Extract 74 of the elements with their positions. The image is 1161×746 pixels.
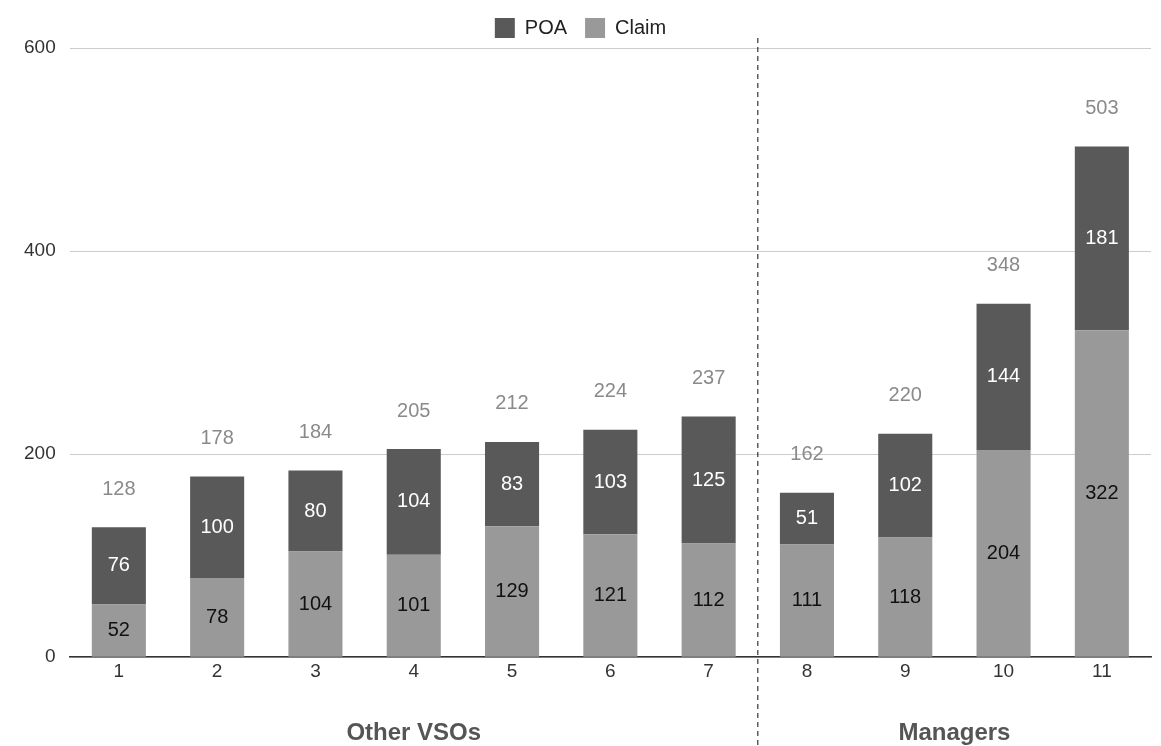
- x-tick-label: 1: [113, 659, 125, 681]
- data-label: 104: [298, 591, 333, 614]
- bar: [681, 416, 736, 544]
- total-label: 205: [397, 398, 431, 421]
- x-tick-label: 8: [801, 659, 813, 681]
- total-label: 184: [298, 419, 333, 442]
- y-tick-label: 200: [24, 442, 56, 464]
- total-label: 178: [200, 425, 234, 448]
- bar: [288, 551, 343, 657]
- bar: [288, 470, 343, 552]
- text: Managers: [898, 717, 1011, 745]
- bar: [485, 526, 540, 657]
- data-label: 112: [692, 587, 725, 610]
- bar: [583, 429, 638, 535]
- data-label: 51: [795, 506, 819, 529]
- bar: [1074, 330, 1129, 657]
- x-tick-label: 11: [1091, 659, 1112, 681]
- x-tick-label: 10: [992, 659, 1015, 681]
- legend-label: Claim: [615, 15, 667, 38]
- total-label: 128: [102, 476, 136, 499]
- total-label: 162: [790, 442, 824, 465]
- x-tick-label: 3: [310, 659, 321, 681]
- bar: [779, 544, 834, 657]
- data-label: 181: [1085, 225, 1119, 248]
- total-label: 220: [888, 383, 922, 406]
- data-label: 322: [1085, 481, 1119, 503]
- bar: [1074, 146, 1129, 331]
- data-label: 118: [889, 584, 922, 607]
- text: Other VSOs: [346, 717, 482, 745]
- y-tick-label: 400: [24, 239, 56, 261]
- data-label: 76: [107, 553, 130, 576]
- bar: [779, 492, 834, 545]
- data-label: 102: [888, 473, 922, 496]
- total-label: 503: [1085, 96, 1119, 118]
- data-label: 52: [107, 618, 130, 641]
- bar: [976, 450, 1031, 657]
- bar: [91, 604, 146, 657]
- total-label: 348: [986, 253, 1021, 276]
- bar: [190, 476, 245, 578]
- bar: [386, 449, 441, 555]
- bar: [681, 543, 736, 657]
- bar: [583, 534, 638, 657]
- bar: [878, 537, 933, 657]
- x-tick-label: 5: [506, 659, 518, 681]
- x-tick-label: 4: [408, 659, 420, 681]
- data-label: 111: [791, 588, 823, 611]
- x-tick-label: 9: [899, 659, 911, 681]
- bar: [190, 578, 245, 657]
- data-label: 121: [593, 583, 628, 606]
- x-tick-label: 6: [605, 659, 616, 681]
- data-label: 83: [500, 471, 524, 494]
- y-tick-label: 0: [45, 645, 56, 667]
- data-label: 129: [495, 578, 529, 601]
- data-label: 104: [397, 489, 431, 512]
- data-label: 144: [986, 364, 1021, 387]
- total-label: 224: [593, 379, 628, 402]
- total-label: 212: [495, 391, 529, 414]
- bar: [91, 527, 146, 605]
- bar: [386, 554, 441, 657]
- bar: [878, 433, 933, 538]
- data-label: 125: [691, 467, 726, 490]
- data-label: 204: [986, 540, 1021, 563]
- bar: [485, 441, 540, 527]
- total-label: 237: [691, 366, 726, 389]
- data-label: 103: [593, 469, 628, 492]
- data-label: 80: [304, 498, 327, 521]
- x-tick-label: 7: [703, 659, 714, 681]
- data-label: 78: [206, 604, 229, 627]
- legend-label: POA: [524, 15, 568, 38]
- x-tick-label: 2: [211, 659, 223, 681]
- data-label: 101: [397, 593, 431, 616]
- y-tick-label: 600: [24, 36, 56, 58]
- bar: [976, 303, 1031, 451]
- data-label: 100: [200, 514, 234, 537]
